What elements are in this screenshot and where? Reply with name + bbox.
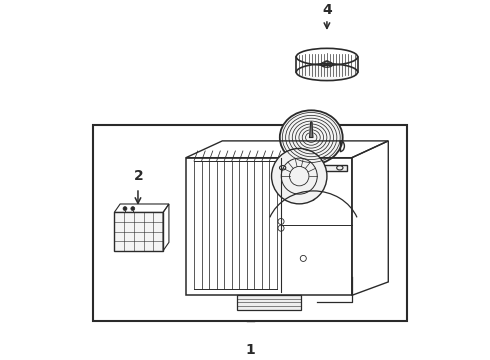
Ellipse shape (296, 64, 358, 81)
Bar (237, 295, 301, 310)
Circle shape (271, 148, 327, 204)
Polygon shape (310, 122, 313, 138)
Ellipse shape (280, 110, 343, 165)
Circle shape (131, 207, 135, 211)
Text: 1: 1 (245, 343, 255, 357)
Bar (186, 158, 352, 295)
Bar (275, 165, 347, 171)
Circle shape (123, 207, 127, 211)
Bar (94, 125, 407, 320)
Bar (114, 212, 163, 251)
Text: 2: 2 (134, 169, 144, 183)
Text: 3: 3 (306, 190, 316, 204)
Text: 4: 4 (322, 3, 332, 17)
